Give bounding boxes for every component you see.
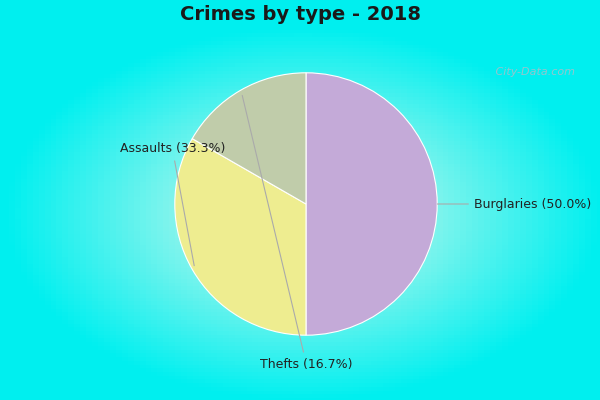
Wedge shape	[306, 73, 437, 335]
Wedge shape	[192, 73, 306, 204]
Wedge shape	[175, 139, 306, 335]
Text: Assaults (33.3%): Assaults (33.3%)	[119, 142, 225, 266]
Text: Crimes by type - 2018: Crimes by type - 2018	[179, 4, 421, 24]
Text: Thefts (16.7%): Thefts (16.7%)	[242, 96, 353, 370]
Text: Burglaries (50.0%): Burglaries (50.0%)	[437, 198, 591, 210]
Text: City-Data.com: City-Data.com	[492, 67, 575, 77]
